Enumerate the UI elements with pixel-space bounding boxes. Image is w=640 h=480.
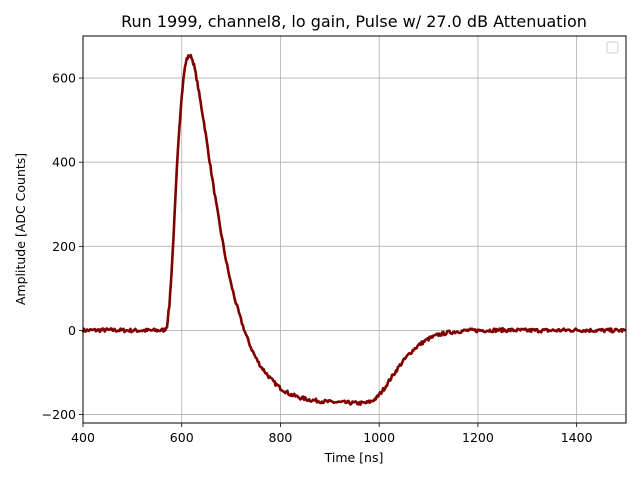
y-tick-label: 400 <box>52 155 76 170</box>
y-tick-label: 200 <box>52 239 76 254</box>
y-tick-label: −200 <box>42 407 76 422</box>
pulse-trace <box>81 53 627 406</box>
x-tick-label: 400 <box>71 430 95 445</box>
x-tick-label: 1000 <box>363 430 395 445</box>
x-tick-label: 1400 <box>561 430 593 445</box>
plot-frame <box>82 35 627 424</box>
x-axis-label: Time [ns] <box>324 450 384 465</box>
legend-box <box>606 41 619 54</box>
grid-lines <box>82 36 626 423</box>
y-tick-label: 600 <box>52 71 76 86</box>
y-tick-label: 0 <box>68 323 76 338</box>
chart-title: Run 1999, channel8, lo gain, Pulse w/ 27… <box>121 12 587 31</box>
y-axis: −200 0 200 400 600 <box>42 71 83 422</box>
y-axis-label: Amplitude [ADC Counts] <box>13 153 28 305</box>
x-tick-label: 800 <box>269 430 293 445</box>
x-axis: 400 600 800 1000 1200 1400 <box>71 423 593 445</box>
series-layer <box>81 53 627 406</box>
x-tick-label: 1200 <box>462 430 494 445</box>
x-tick-label: 600 <box>170 430 194 445</box>
